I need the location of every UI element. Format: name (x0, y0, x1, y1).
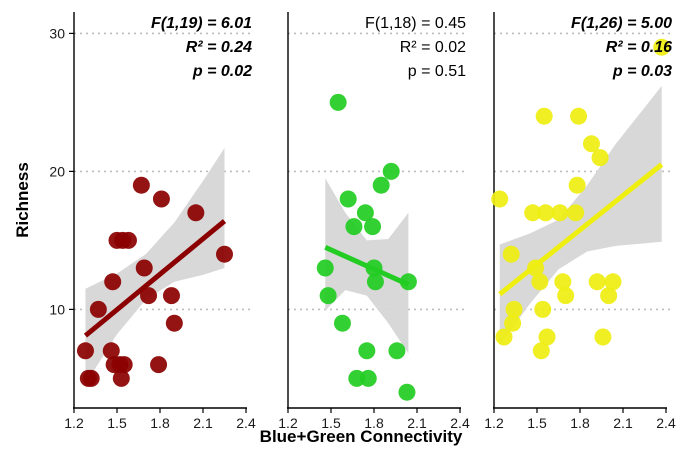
x-tick-label: 2.1 (407, 415, 427, 431)
data-point (82, 369, 100, 387)
fit-line (324, 245, 410, 287)
data-point (329, 93, 347, 111)
data-point (524, 204, 542, 222)
x-tick-label: 2.4 (656, 415, 676, 431)
data-point (132, 176, 150, 194)
data-point (568, 176, 586, 194)
data-point (115, 356, 133, 374)
data-point (356, 204, 374, 222)
data-point (398, 383, 416, 401)
x-tick-label: 2.4 (450, 415, 470, 431)
data-point (600, 287, 618, 305)
f-statistic-label: F(1,18) = 0.45 (365, 15, 466, 32)
data-point (538, 328, 556, 346)
x-axis-title: Blue+Green Connectivity (260, 427, 463, 446)
data-point (165, 314, 183, 332)
x-tick-label: 2.4 (236, 415, 256, 431)
r-squared-label: R² = 0.24 (186, 39, 252, 56)
p-value-label: p = 0.02 (192, 63, 252, 80)
data-point (316, 259, 334, 277)
data-point (653, 38, 671, 56)
y-axis-title: Richness (13, 162, 32, 238)
fit-line (83, 219, 227, 338)
data-point (388, 342, 406, 360)
panels-layer: 1.2 1.5 1.8 2.1 2.4 10 20 30 F(1,19) = 6.01 R² = … (49, 12, 676, 431)
data-point (333, 314, 351, 332)
data-point (551, 204, 569, 222)
r-squared-label: R² = 0.16 (606, 39, 672, 56)
data-point (491, 190, 509, 208)
data-point (495, 328, 513, 346)
data-point (505, 300, 523, 318)
data-point (366, 273, 384, 291)
data-point (76, 342, 94, 360)
x-tick-label: 1.2 (484, 415, 504, 431)
data-point (531, 273, 549, 291)
data-point (135, 259, 153, 277)
data-point (502, 245, 520, 263)
data-point (112, 369, 130, 387)
data-point (582, 135, 600, 153)
data-point (554, 273, 572, 291)
data-point (382, 162, 400, 180)
x-tick-label: 1.8 (150, 415, 170, 431)
data-point (104, 273, 122, 291)
data-point (588, 273, 606, 291)
x-tick-label: 1.8 (364, 415, 384, 431)
data-point (532, 342, 550, 360)
data-point (535, 107, 553, 125)
data-point (594, 328, 612, 346)
x-tick-label: 1.5 (107, 415, 127, 431)
fit-line (498, 162, 664, 297)
data-point (570, 107, 588, 125)
data-point (604, 273, 622, 291)
data-point (216, 245, 233, 263)
x-tick-label: 1.5 (527, 415, 547, 431)
panel-green: 1.2 1.5 1.8 2.1 2.4 F(1,18) = 0.45 R² = 0.02 p … (278, 12, 470, 431)
y-tick-label: 30 (49, 25, 65, 41)
y-tick-label: 20 (49, 163, 65, 179)
data-point (557, 287, 575, 305)
data-point (345, 218, 363, 236)
data-point (399, 273, 417, 291)
data-point (359, 369, 377, 387)
y-tick-label: 10 (49, 301, 65, 317)
data-point (504, 314, 522, 332)
panel-dark-red: 1.2 1.5 1.8 2.1 2.4 10 20 30 F(1,19) = 6.01 R² = … (49, 12, 256, 431)
data-point (140, 287, 158, 305)
data-point (372, 176, 390, 194)
data-point (537, 204, 555, 222)
f-statistic-label: F(1,26) = 5.00 (571, 15, 672, 32)
x-tick-label: 1.5 (321, 415, 341, 431)
panel-yellow: 1.2 1.5 1.8 2.1 2.4 F(1,26) = 5.00 R² = 0.16 p … (484, 12, 676, 431)
data-point (187, 204, 205, 222)
p-value-label: p = 0.51 (408, 63, 466, 80)
x-tick-label: 2.1 (613, 415, 633, 431)
data-point (534, 300, 552, 318)
data-point (319, 287, 337, 305)
data-point (591, 149, 609, 167)
data-point (119, 231, 137, 249)
data-point (152, 190, 170, 208)
r-squared-label: R² = 0.02 (400, 39, 466, 56)
data-point (567, 204, 585, 222)
data-point (162, 287, 180, 305)
data-point (364, 218, 382, 236)
data-point (102, 342, 120, 360)
data-point (358, 342, 376, 360)
data-point (150, 356, 168, 374)
data-point (89, 300, 107, 318)
f-statistic-label: F(1,19) = 6.01 (151, 15, 252, 32)
x-tick-label: 1.2 (278, 415, 298, 431)
p-value-label: p = 0.03 (612, 63, 672, 80)
x-tick-label: 1.2 (64, 415, 84, 431)
data-point (339, 190, 357, 208)
x-tick-label: 1.8 (570, 415, 590, 431)
x-tick-label: 2.1 (193, 415, 213, 431)
